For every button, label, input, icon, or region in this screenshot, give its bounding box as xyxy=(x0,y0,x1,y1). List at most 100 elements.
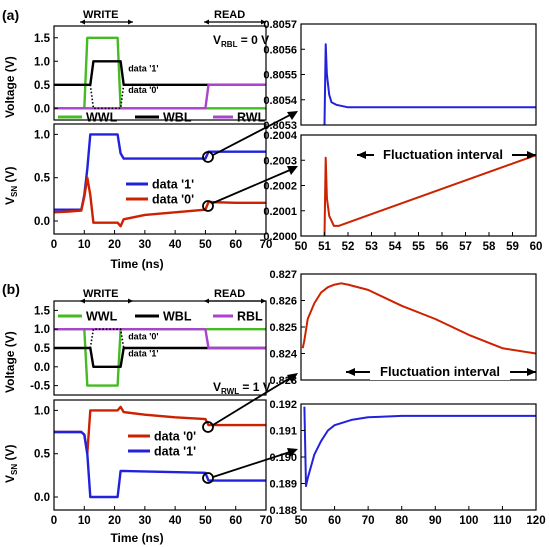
y-tick-label: 0.0 xyxy=(34,216,50,228)
chart-a-zoom-data1: 0.8053 0.8054 0.8055 0.8056 0.8057 xyxy=(263,19,537,132)
svg-text:Fluctuation interval: Fluctuation interval xyxy=(383,147,503,162)
panel-b-label: (b) xyxy=(2,281,20,297)
plot-frame xyxy=(53,25,267,121)
x-tick-label: 30 xyxy=(138,239,151,251)
svg-text:Fluctuation interval: Fluctuation interval xyxy=(380,364,500,379)
plot-frame xyxy=(53,399,267,511)
b-time-xlabel: Time (ns) xyxy=(110,531,163,545)
y-tick-label: 0.0 xyxy=(34,362,50,374)
x-tick-label: 120 xyxy=(526,515,545,527)
series-line-wbl xyxy=(54,60,266,87)
y-tick-label: 0.8056 xyxy=(263,44,297,56)
x-tick-label: 60 xyxy=(530,241,543,253)
read-label-a: READ xyxy=(214,9,245,21)
x-tick-label: 50 xyxy=(295,241,308,253)
x-tick-label: 20 xyxy=(108,239,121,251)
series-line-data-1- xyxy=(54,430,266,499)
a-voltage-ylabel: Voltage (V) xyxy=(3,56,17,118)
y-tick-label: 0.192 xyxy=(269,399,297,411)
legend-label: data '0' xyxy=(154,430,196,444)
y-tick-label: 0.2002 xyxy=(263,181,297,193)
y-tick-label: 0.8055 xyxy=(263,70,297,82)
series-line-wbl xyxy=(54,346,266,368)
y-tick-label: 0.189 xyxy=(269,479,297,491)
x-tick-label: 70 xyxy=(362,515,375,527)
x-tick-label: 30 xyxy=(138,515,151,527)
y-tick-label: 0.188 xyxy=(269,505,297,517)
legend-label: WWL xyxy=(86,111,118,125)
x-tick-label: 60 xyxy=(229,239,242,251)
y-tick-label: 0.8053 xyxy=(263,120,297,132)
series-line-rbl xyxy=(54,328,266,350)
x-tick-label: 52 xyxy=(342,241,355,253)
y-tick-label: 0.2004 xyxy=(263,130,298,142)
y-tick-label: 0.8054 xyxy=(263,95,298,107)
b-vsn-ylabel: VSN (V) xyxy=(3,445,19,483)
dotted-data-trace xyxy=(89,328,125,349)
y-tick-label: 0.826 xyxy=(269,296,297,308)
y-tick-label: 1.0 xyxy=(34,405,50,417)
y-tick-label: 0.191 xyxy=(269,426,297,438)
x-tick-label: 56 xyxy=(436,241,449,253)
write-label-a: WRITE xyxy=(83,9,118,21)
dotted-data-trace xyxy=(89,84,125,110)
x-tick-label: 70 xyxy=(260,239,273,251)
a-vsn-ylabel: VSN (V) xyxy=(3,167,19,205)
b-voltage-ylabel: Voltage (V) xyxy=(3,331,17,393)
chart-b-vsn: 0.0 0.5 1.0 0 10 20 30 40 50 60 70 data '0'data '1' xyxy=(34,399,273,527)
series-line-data-0- xyxy=(323,154,536,236)
series-line-data-0- xyxy=(54,176,266,228)
x-tick-label: 110 xyxy=(493,515,512,527)
x-tick-label: 54 xyxy=(389,241,402,253)
series-line-data-0- xyxy=(301,282,536,355)
x-tick-label: 55 xyxy=(412,241,425,253)
x-tick-label: 10 xyxy=(78,515,91,527)
x-tick-label: 60 xyxy=(328,515,341,527)
x-tick-label: 40 xyxy=(169,515,182,527)
data-annotation: data '0' xyxy=(128,332,158,342)
legend-label: WWL xyxy=(86,310,118,324)
x-tick-label: 57 xyxy=(459,241,472,253)
x-tick-label: 70 xyxy=(260,515,273,527)
y-tick-label: 1.0 xyxy=(34,129,50,141)
zoom-callouts xyxy=(202,114,291,484)
vrbl-condition: VRBL = 0 V xyxy=(213,33,269,49)
plot-frame xyxy=(300,403,537,511)
legend-label: RWL xyxy=(237,111,266,125)
y-tick-label: 0.824 xyxy=(269,349,297,361)
chart-a-zoom-data0: 0.2000 0.2001 0.2002 0.2003 0.2004 50 51 52 53 54… xyxy=(263,130,542,253)
legend-label: WBL xyxy=(163,310,192,324)
y-tick-label: 0.5 xyxy=(34,173,51,185)
fluctuation-interval-b: Fluctuation interval xyxy=(346,362,536,380)
x-tick-label: 20 xyxy=(108,515,121,527)
plot-frame xyxy=(53,123,267,235)
fluctuation-interval-a: Fluctuation interval xyxy=(357,145,536,163)
chart-b-voltage: -0.5 0.0 0.5 1.0 1.5 WWL WBL RBL data '0' data '1… xyxy=(30,300,267,396)
write-label-b: WRITE xyxy=(83,288,118,300)
x-tick-label: 50 xyxy=(199,515,212,527)
y-tick-label: -0.5 xyxy=(30,381,50,393)
series-line-data-1- xyxy=(323,43,536,125)
write-read-headers: WRITE READ WRITE READ xyxy=(80,9,266,304)
y-tick-label: 0.0 xyxy=(34,103,50,115)
a-time-xlabel: Time (ns) xyxy=(110,257,163,271)
x-tick-label: 59 xyxy=(506,241,519,253)
x-tick-label: 40 xyxy=(169,239,182,251)
x-tick-label: 51 xyxy=(318,241,331,253)
plot-frame xyxy=(300,23,537,126)
y-tick-label: 1.5 xyxy=(34,33,51,45)
read-label-b: READ xyxy=(214,288,245,300)
legend-label: WBL xyxy=(163,111,192,125)
data-annotation: data '0' xyxy=(128,85,158,95)
series-line-rwl xyxy=(54,83,266,110)
y-tick-label: 0.825 xyxy=(269,322,297,334)
legend-label: data '1' xyxy=(154,445,196,459)
x-tick-label: 90 xyxy=(429,515,442,527)
data-annotation: data '1' xyxy=(128,348,158,358)
x-tick-label: 50 xyxy=(295,515,308,527)
y-tick-label: 0.8057 xyxy=(263,19,297,31)
zoom-arrowheads xyxy=(287,111,298,457)
chart-a-vsn: 0.0 0.5 1.0 0 10 20 30 40 50 60 70 data '1'data '0' xyxy=(34,123,273,251)
